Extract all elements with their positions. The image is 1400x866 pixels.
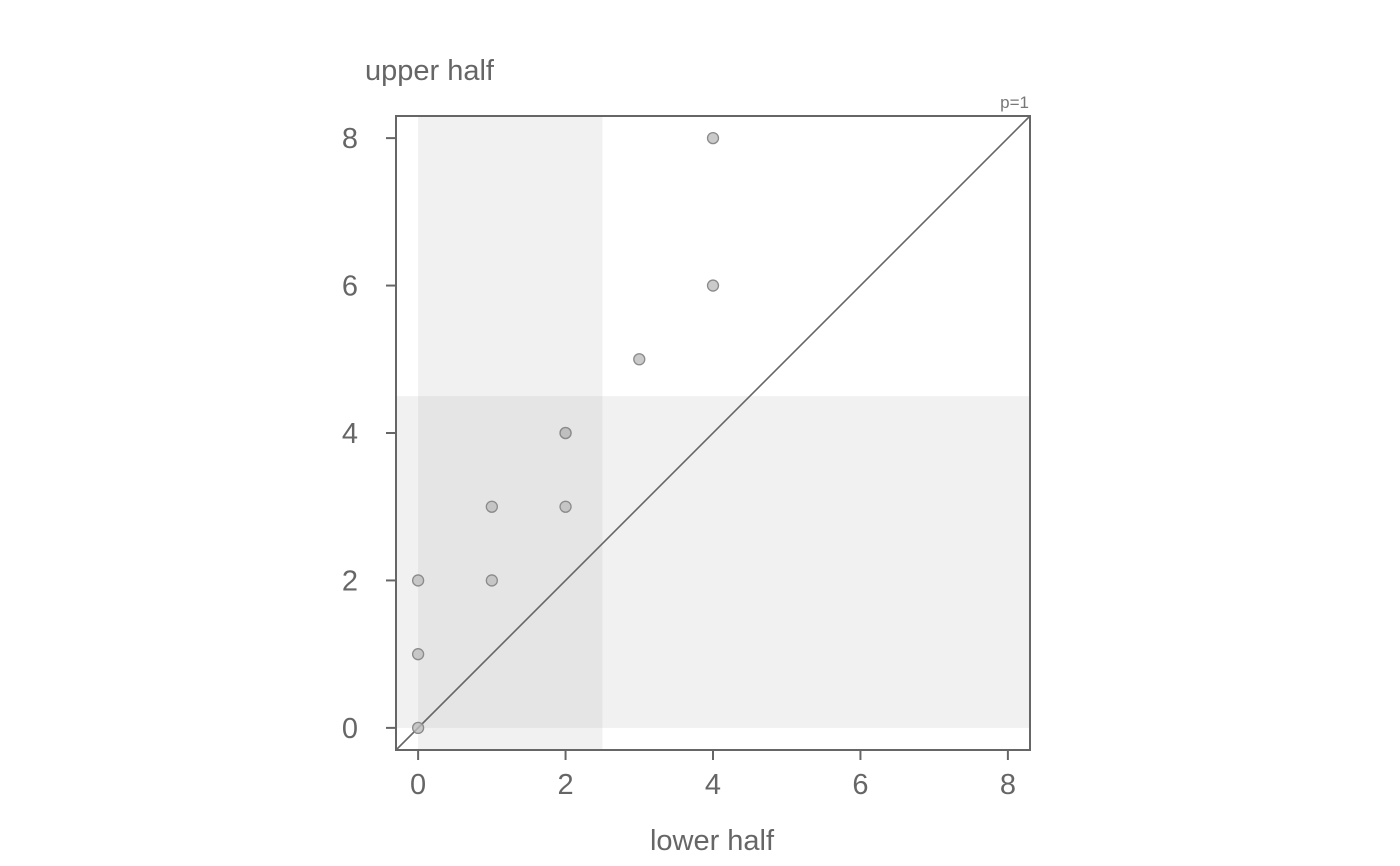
p-value-annotation: p=1 bbox=[1000, 93, 1029, 112]
data-point bbox=[411, 648, 425, 661]
y-tick-label: 0 bbox=[342, 713, 358, 745]
data-point bbox=[485, 574, 498, 587]
x-tick-label: 2 bbox=[557, 769, 573, 801]
x-axis-title: lower half bbox=[650, 825, 775, 857]
y-tick-label: 4 bbox=[342, 418, 358, 450]
x-tick-label: 0 bbox=[410, 769, 426, 801]
x-tick-label: 4 bbox=[705, 769, 721, 801]
y-tick-label: 2 bbox=[342, 565, 358, 597]
data-point bbox=[633, 353, 646, 366]
data-point bbox=[706, 279, 720, 292]
data-point bbox=[559, 426, 572, 440]
identity-line-layer bbox=[395, 115, 1031, 751]
y-axis: 0 2 4 6 8 bbox=[342, 123, 396, 745]
x-tick-label: 8 bbox=[1000, 769, 1016, 801]
identity-line bbox=[395, 115, 1031, 751]
y-tick-label: 6 bbox=[342, 271, 358, 303]
data-point bbox=[559, 500, 572, 513]
x-axis: 0 2 4 6 8 bbox=[410, 750, 1016, 801]
data-point bbox=[485, 500, 498, 513]
x-tick-label: 6 bbox=[852, 769, 868, 801]
data-point bbox=[411, 574, 425, 587]
y-axis-title: upper half bbox=[365, 55, 495, 87]
data-point bbox=[411, 721, 425, 735]
data-point bbox=[706, 131, 720, 145]
band-overlap bbox=[418, 396, 603, 728]
y-tick-label: 8 bbox=[342, 123, 358, 155]
data-points bbox=[411, 131, 720, 735]
